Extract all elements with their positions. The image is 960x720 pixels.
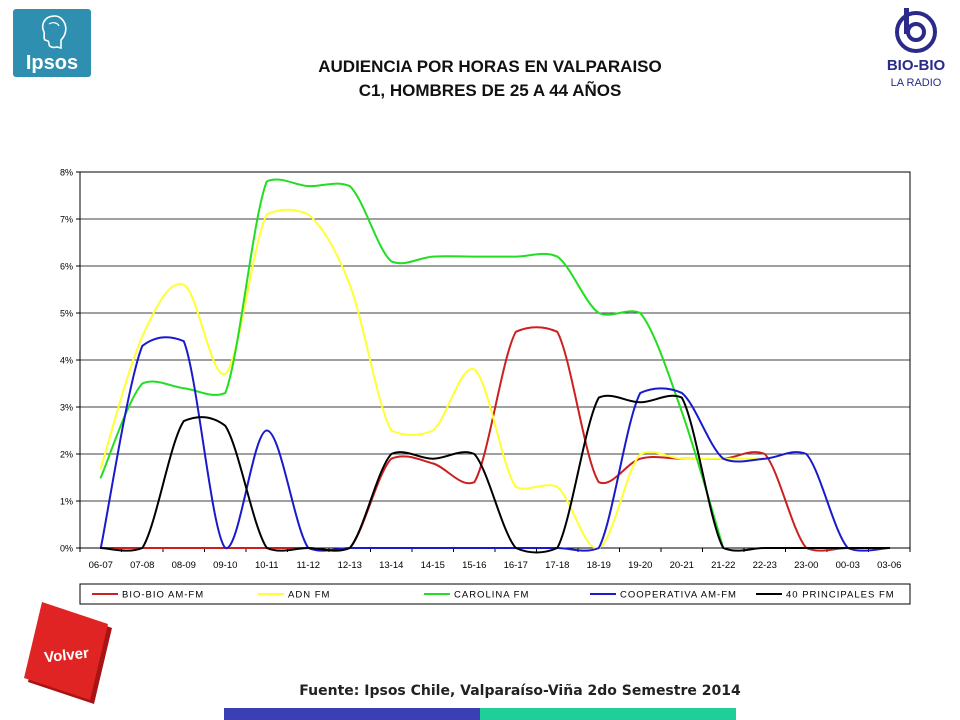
legend-label: ADN FM <box>288 590 330 601</box>
x-tick-label: 07-08 <box>130 560 154 571</box>
y-tick-label: 1% <box>60 497 73 507</box>
x-tick-label: 03-06 <box>877 560 901 571</box>
x-tick-label: 12-13 <box>338 560 362 571</box>
x-tick-label: 22-23 <box>753 560 777 571</box>
ipsos-logo-text: Ipsos <box>25 52 79 74</box>
volver-button[interactable]: Volver <box>24 602 114 706</box>
y-tick-label: 8% <box>60 168 73 178</box>
x-tick-label: 06-07 <box>89 560 113 571</box>
y-tick-label: 6% <box>60 262 73 272</box>
chart-title-line2: C1, HOMBRES DE 25 A 44 AÑOS <box>358 81 622 100</box>
biobio-logo-text: BIO-BIO <box>887 57 946 74</box>
volver-button-label: Volver <box>43 645 89 667</box>
audience-line-chart: 0% 1% 2% 3% 4% 5% 6% 7% 8% 06-07 07-08 08-09 09-10 10… <box>60 168 911 605</box>
x-tick-label: 19-20 <box>628 560 652 571</box>
x-tick-label: 16-17 <box>504 560 528 571</box>
bottom-bar-blue <box>224 708 480 720</box>
x-tick-label: 18-19 <box>587 560 611 571</box>
bottom-bar-green <box>480 708 736 720</box>
x-tick-label: 13-14 <box>379 560 403 571</box>
legend-label: COOPERATIVA AM-FM <box>620 590 737 601</box>
y-tick-label: 2% <box>60 450 73 460</box>
series-line-4 <box>99 336 891 552</box>
biobio-logo-icon <box>895 8 937 53</box>
x-tick-label: 20-21 <box>670 560 694 571</box>
source-note: Fuente: Ipsos Chile, Valparaíso-Viña 2do… <box>299 683 741 699</box>
y-tick-label: 0% <box>60 544 73 554</box>
biobio-logo-subtext: LA RADIO <box>891 77 942 89</box>
legend <box>79 583 911 605</box>
series-line-2 <box>99 208 766 550</box>
x-tick-label: 17-18 <box>545 560 569 571</box>
x-tick-label: 11-12 <box>296 560 320 571</box>
legend-label: BIO-BIO AM-FM <box>122 590 204 601</box>
legend-label: CAROLINA FM <box>454 590 529 601</box>
x-tick-label: 14-15 <box>421 560 445 571</box>
y-tick-label: 3% <box>60 403 73 413</box>
x-tick-label: 21-22 <box>711 560 735 571</box>
y-tick-label: 7% <box>60 215 73 225</box>
chart-title-line1: AUDIENCIA POR HORAS EN VALPARAISO <box>318 57 662 76</box>
x-tick-label: 15-16 <box>462 560 486 571</box>
x-tick-label: 23-00 <box>794 560 818 571</box>
legend-label: 40 PRINCIPALES FM <box>786 590 895 601</box>
y-tick-label: 4% <box>60 356 73 366</box>
series-line-3 <box>99 178 725 549</box>
x-tick-label: 00-03 <box>836 560 860 571</box>
ipsos-head-icon <box>41 15 67 50</box>
series-line-5 <box>99 394 891 554</box>
series-line-1 <box>99 326 891 552</box>
y-tick-label: 5% <box>60 309 73 319</box>
ipsos-logo: Ipsos <box>13 9 91 77</box>
x-tick-label: 09-10 <box>213 560 237 571</box>
x-tick-label: 08-09 <box>172 560 196 571</box>
x-tick-label: 10-11 <box>255 560 279 571</box>
biobio-logo: BIO-BIO LA RADIO <box>887 8 946 89</box>
